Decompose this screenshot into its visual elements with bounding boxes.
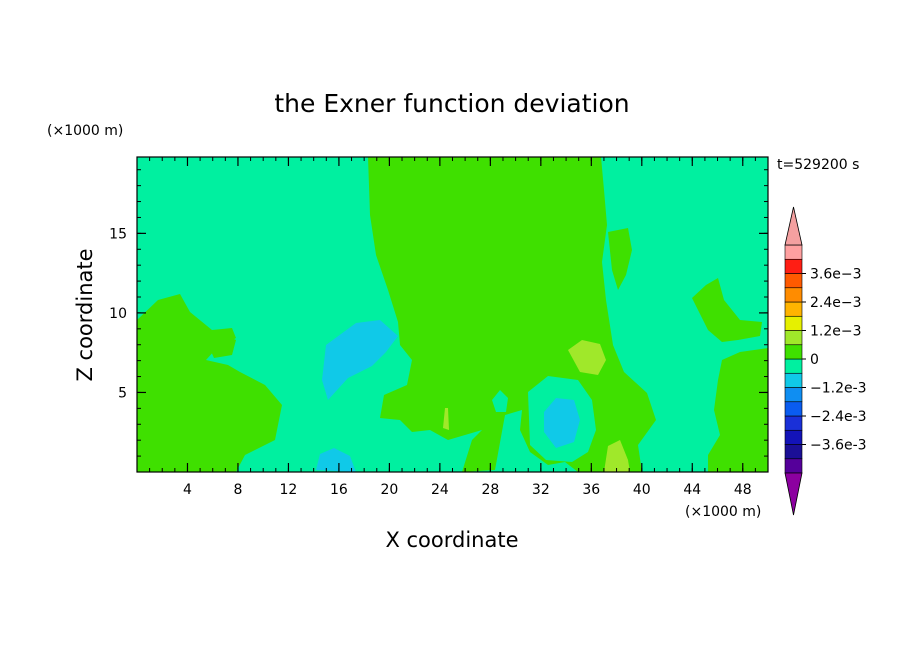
colorbar-swatch <box>784 415 803 431</box>
left-positive-patch-2 <box>206 332 236 358</box>
green-spot-center <box>492 390 508 412</box>
colorbar-swatch <box>784 458 803 474</box>
colorbar-label: 1.2e−3 <box>810 324 862 340</box>
x-tick-label: 40 <box>633 482 651 498</box>
x-tick-label: 24 <box>431 482 449 498</box>
colorbar-over-triangle <box>784 206 803 246</box>
colorbar-swatch <box>784 315 803 331</box>
time-label: t=529200 s <box>777 157 859 173</box>
colorbar-swatch <box>784 244 803 260</box>
x-tick-label: 32 <box>532 482 550 498</box>
y-tick-label: 5 <box>118 385 127 401</box>
colorbar-label: 2.4e−3 <box>810 295 862 311</box>
colorbar-swatch <box>784 287 803 303</box>
colorbar-swatch <box>784 444 803 460</box>
x-tick-label: 16 <box>330 482 348 498</box>
negative-blob-1 <box>322 320 398 400</box>
colorbar-label: 3.6e−3 <box>810 267 862 283</box>
lower-right-positive <box>708 348 768 472</box>
contour-field <box>137 157 768 472</box>
x-tick-label: 36 <box>582 482 600 498</box>
colorbar-under-triangle <box>784 472 803 516</box>
x-tick-label: 12 <box>280 482 298 498</box>
x-unit-label: (×1000 m) <box>685 504 761 520</box>
colorbar-swatch <box>784 258 803 274</box>
lower-left-positive <box>137 294 282 472</box>
y-tick-label: 15 <box>109 226 127 242</box>
negative-blob-1b <box>316 448 356 472</box>
colorbar: 3.6e−3 2.4e−3 1.2e−3 0 −1.2e-3 −2.4e-3 −3.6e-3 <box>784 206 867 516</box>
negative-blob-2 <box>544 398 580 448</box>
positive-spot <box>568 340 606 375</box>
colorbar-swatch <box>784 301 803 317</box>
colorbar-swatch <box>784 358 803 374</box>
chart-title: the Exner function deviation <box>274 89 629 118</box>
colorbar-swatch <box>784 429 803 445</box>
x-tick-label: 44 <box>683 482 701 498</box>
positive-spot-2 <box>604 440 630 472</box>
x-tick-label: 20 <box>380 482 398 498</box>
colorbar-label: −2.4e-3 <box>810 409 867 425</box>
colorbar-swatch <box>784 401 803 417</box>
x-tick-label: 4 <box>183 482 192 498</box>
y-axis-title: Z coordinate <box>73 248 97 381</box>
x-tick-label: 8 <box>233 482 242 498</box>
central-band-upper-right-streaks <box>608 228 632 290</box>
y-unit-label: (×1000 m) <box>47 123 123 139</box>
colorbar-swatch <box>784 344 803 360</box>
colorbar-swatch <box>784 372 803 388</box>
colorbar-label: −1.2e-3 <box>810 381 867 397</box>
y-tick-label: 10 <box>109 306 127 322</box>
colorbar-label: 0 <box>810 352 819 368</box>
x-tick-label: 48 <box>734 482 752 498</box>
right-upper-positive <box>692 278 762 342</box>
colorbar-label: −3.6e-3 <box>810 438 867 454</box>
x-tick-label: 28 <box>481 482 499 498</box>
colorbar-swatch <box>784 273 803 289</box>
positive-spot-3 <box>443 408 449 430</box>
colorbar-swatch <box>784 330 803 346</box>
x-axis-title: X coordinate <box>385 528 518 552</box>
colorbar-swatch <box>784 387 803 403</box>
